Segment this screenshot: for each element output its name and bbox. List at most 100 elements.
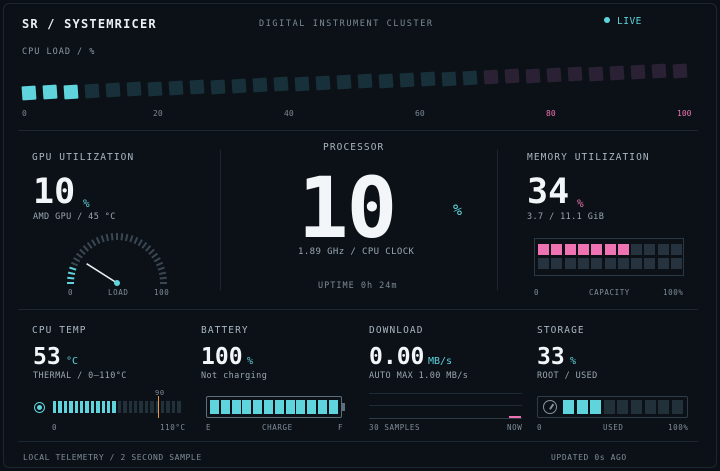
storage-scale-max: 100% <box>668 423 689 432</box>
cpu-load-segment <box>63 84 79 100</box>
storage-value: 33 <box>537 344 565 370</box>
gpu-value: 10 <box>33 172 76 212</box>
processor-uptime: UPTIME 0h 24m <box>318 281 398 291</box>
storage-unit: % <box>570 356 577 367</box>
memory-scale-label: CAPACITY <box>589 288 630 297</box>
cpu-load-segment <box>336 74 352 90</box>
memory-cell <box>617 258 629 269</box>
gauge-tick <box>129 235 134 243</box>
temp-segment <box>101 401 105 413</box>
download-detail: AUTO MAX 1.00 MB/s <box>369 371 469 381</box>
storage-meter <box>537 396 688 418</box>
temp-segment <box>112 401 116 413</box>
storage-segment <box>563 400 574 414</box>
battery-cell <box>307 400 317 414</box>
download-graph-gridline-top <box>369 393 522 394</box>
cpu-temp-scale-max: 110°C <box>160 423 186 432</box>
temp-threshold-marker <box>158 396 159 418</box>
temp-segment <box>80 401 84 413</box>
processor-value: 10 <box>298 159 397 257</box>
battery-cell <box>210 400 219 414</box>
memory-cell <box>631 244 643 255</box>
memory-cell <box>644 244 656 255</box>
gpu-load-gauge <box>67 233 167 286</box>
temp-segment <box>128 401 132 413</box>
cpu-temp-title: CPU TEMP <box>32 325 87 336</box>
live-dot-icon <box>604 17 610 23</box>
gauge-tick <box>67 276 75 280</box>
cpu-load-segment <box>315 75 331 91</box>
cpu-tick-60: 60 <box>415 109 425 118</box>
cpu-tick-0: 0 <box>22 109 27 118</box>
gpu-gauge-label: LOAD <box>108 288 129 297</box>
cpu-tick-100: 100 <box>677 109 692 118</box>
storage-segment <box>631 400 642 414</box>
storage-segment <box>590 400 602 414</box>
battery-scale-left: E <box>206 423 212 432</box>
memory-cell <box>564 258 576 269</box>
cpu-temp-detail: THERMAL / 0–110°C <box>33 371 127 381</box>
storage-scale-min: 0 <box>537 423 543 432</box>
gauge-tick <box>105 233 110 242</box>
memory-grid <box>534 238 684 276</box>
temp-segment <box>134 401 138 413</box>
gpu-gauge-min: 0 <box>68 288 74 297</box>
gauge-tick <box>86 241 93 249</box>
gauge-tick <box>82 245 89 252</box>
gauge-tick <box>145 245 152 252</box>
download-graph-baseline <box>369 418 522 419</box>
memory-scale-max: 100% <box>663 288 684 297</box>
memory-cell <box>644 258 656 269</box>
memory-value: 34 <box>527 172 570 212</box>
download-scale-right: NOW <box>507 423 523 432</box>
gauge-tick <box>124 233 129 242</box>
cpu-load-segment <box>588 66 604 82</box>
temp-segment <box>90 401 95 413</box>
gauge-tick <box>91 239 97 247</box>
memory-cell <box>657 258 669 269</box>
memory-cell <box>671 258 682 269</box>
gauge-tick <box>120 233 124 241</box>
temp-segment <box>144 401 149 413</box>
gpu-detail: AMD GPU / 45 °C <box>33 212 116 222</box>
battery-cell <box>264 400 273 414</box>
gauge-tick <box>148 248 155 255</box>
gauge-tick <box>133 236 139 245</box>
cpu-load-segment <box>147 81 163 97</box>
battery-cell <box>274 400 284 414</box>
cpu-load-segment <box>630 64 646 80</box>
cpu-tick-20: 20 <box>153 109 163 118</box>
processor-unit: % <box>453 201 463 219</box>
gauge-tick <box>159 276 167 280</box>
battery-cell <box>285 400 295 414</box>
download-unit: MB/s <box>428 356 453 367</box>
temp-segment <box>117 401 122 413</box>
cpu-temp-unit: °C <box>66 356 79 367</box>
battery-scale-right: F <box>338 423 344 432</box>
gauge-tick <box>73 257 81 263</box>
gauge-tick <box>110 233 114 241</box>
memory-unit: % <box>577 197 584 210</box>
divider-mid-left <box>220 150 221 290</box>
storage-segment <box>576 400 588 414</box>
memory-cell <box>577 244 589 255</box>
divider-mid-right <box>497 150 498 290</box>
storage-segment <box>603 400 615 414</box>
download-current-sample <box>509 416 521 418</box>
footer-updated: UPDATED 0s AGO <box>551 453 627 462</box>
gauge-tick <box>158 271 167 276</box>
temp-segment <box>139 401 143 413</box>
battery-detail: Not charging <box>201 371 268 381</box>
temp-segment <box>63 401 68 413</box>
memory-cell <box>604 258 616 269</box>
cpu-load-segment <box>126 81 142 97</box>
temp-segment <box>107 401 111 413</box>
download-value: 0.00 <box>369 344 425 370</box>
memory-cell <box>657 244 669 255</box>
temp-segment <box>123 401 127 413</box>
cpu-load-segment <box>168 80 184 96</box>
battery-cell <box>318 400 327 414</box>
cpu-load-segment <box>231 78 247 94</box>
memory-cell <box>551 258 563 269</box>
memory-cell <box>551 244 563 255</box>
